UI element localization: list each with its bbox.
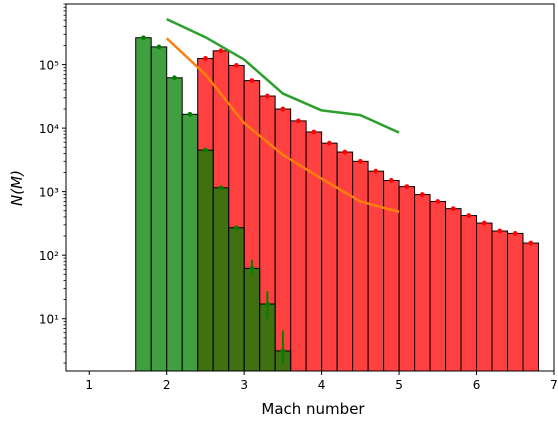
- y-tick-label: 10⁵: [39, 59, 59, 73]
- series-line: [165, 37, 400, 214]
- bin-marker: [512, 231, 518, 236]
- histogram-bar: [476, 222, 493, 372]
- histogram-bar: [321, 142, 338, 372]
- bin-marker: [218, 48, 224, 54]
- error-bars: [141, 35, 534, 364]
- x-axis-label: Mach number: [261, 400, 365, 418]
- bin-marker: [234, 225, 239, 231]
- plot-frame: [65, 3, 555, 372]
- x-tick-label: 1: [85, 378, 93, 392]
- bin-marker: [357, 158, 363, 164]
- histogram-bar: [491, 230, 509, 372]
- histogram-bar: [150, 46, 168, 372]
- histogram-bar: [135, 37, 152, 372]
- bin-marker: [404, 184, 410, 190]
- histogram-bar: [367, 170, 385, 372]
- bin-marker: [264, 301, 270, 307]
- y-tick-label: 10¹: [39, 313, 59, 327]
- model-lines: [165, 17, 400, 214]
- histogram-bar: [290, 120, 307, 372]
- histogram-bar: [445, 208, 462, 372]
- bin-marker: [419, 192, 425, 197]
- axes: [62, 3, 555, 375]
- bin-marker: [187, 111, 193, 117]
- bin-marker: [249, 78, 255, 84]
- histogram-bar: [305, 131, 323, 372]
- x-tick-label: 4: [318, 378, 326, 392]
- x-tick-label: 7: [550, 378, 558, 392]
- bin-marker: [481, 220, 487, 226]
- bin-marker: [172, 75, 177, 81]
- histogram-bar: [414, 194, 431, 372]
- histogram-bar: [181, 113, 199, 372]
- bin-marker: [450, 206, 456, 212]
- series-line: [166, 17, 400, 134]
- bin-marker: [156, 44, 162, 50]
- histogram-bar: [166, 77, 183, 372]
- bin-marker: [141, 35, 146, 41]
- bin-marker: [295, 118, 301, 124]
- histogram-bar: [429, 200, 447, 372]
- bin-marker: [203, 147, 208, 153]
- bin-marker: [528, 240, 534, 246]
- histogram-bar: [228, 227, 245, 372]
- bin-marker: [264, 93, 270, 99]
- histogram-bar: [197, 149, 214, 372]
- histogram-bar: [212, 187, 230, 372]
- bin-marker: [497, 228, 503, 234]
- bin-marker: [280, 348, 286, 354]
- bin-marker: [373, 168, 379, 174]
- bin-marker: [466, 213, 472, 218]
- histogram-bar: [460, 215, 478, 372]
- x-tick-label: 6: [473, 378, 481, 392]
- x-tick-label: 5: [395, 378, 403, 392]
- bin-marker: [249, 265, 255, 271]
- histogram-bar: [243, 267, 261, 372]
- histogram-bar: [507, 232, 524, 372]
- bin-marker: [280, 106, 286, 112]
- y-tick-label: 10³: [39, 186, 59, 200]
- y-tick-label: 10⁴: [39, 122, 59, 136]
- bin-marker: [388, 178, 394, 183]
- bin-marker: [326, 140, 332, 146]
- bin-marker: [311, 129, 317, 135]
- bin-marker: [203, 56, 208, 61]
- histogram-bar: [398, 186, 416, 372]
- tick-labels: 1 2 3 4 5 6 7 10¹ 10² 10³ 10⁴ 10⁵: [39, 59, 558, 392]
- bin-marker: [218, 185, 224, 191]
- bin-marker: [435, 199, 441, 204]
- x-tick-label: 2: [163, 378, 171, 392]
- histogram-bar: [522, 242, 540, 372]
- histogram-bar: [336, 151, 354, 372]
- histogram-bar: [352, 160, 369, 372]
- bin-marker: [342, 149, 348, 155]
- x-tick-label: 3: [240, 378, 248, 392]
- bin-marker: [234, 63, 239, 68]
- y-tick-label: 10²: [39, 249, 59, 263]
- y-axis-label: N(M): [8, 170, 26, 206]
